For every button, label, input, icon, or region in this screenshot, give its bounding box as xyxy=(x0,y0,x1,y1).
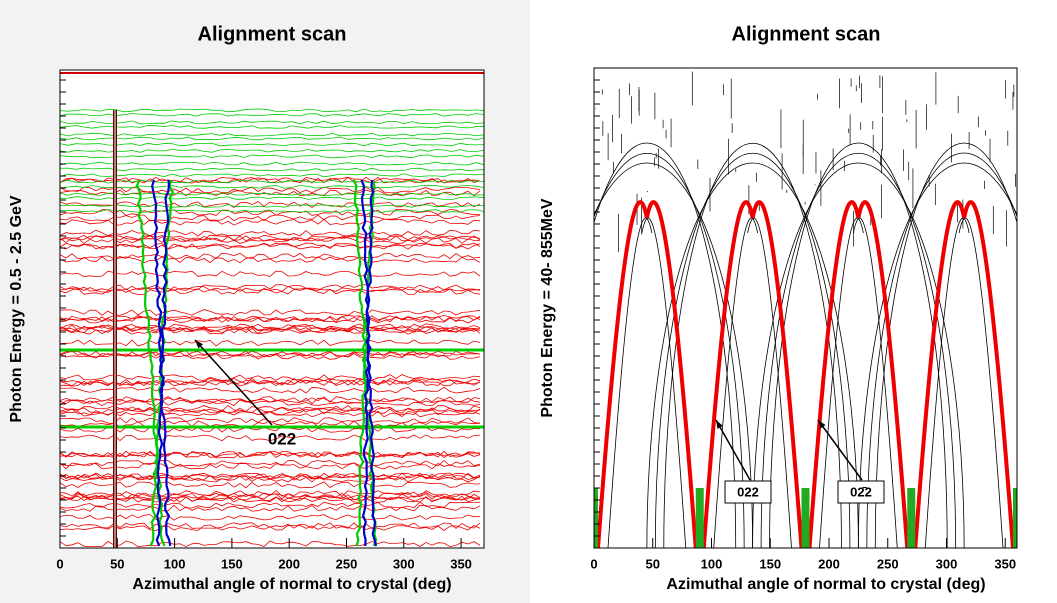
chart-panel: 0 50 100 150 200 250 300 350 Alignment scan Azimu… xyxy=(8,23,484,593)
x-tick-label: 300 xyxy=(393,556,415,571)
chart-title: Alignment scan xyxy=(732,23,881,45)
x-tick-label: 250 xyxy=(877,556,899,571)
chart-panel: 0 50 100 150 200 250 300 350 Alignment scan Azimu… xyxy=(536,23,1057,593)
contour-blob xyxy=(696,488,704,548)
figure: 0 50 100 150 200 250 300 350 Alignment scan Azimu… xyxy=(0,0,1057,603)
y-axis-label: Photon Energy = 40- 855MeV xyxy=(539,198,556,418)
x-tick-label: 0 xyxy=(56,556,63,571)
x-tick-label: 250 xyxy=(336,556,358,571)
x-tick-label: 350 xyxy=(450,556,472,571)
x-axis-label: Azimuthal angle of normal to crystal (de… xyxy=(666,576,985,593)
contour-blob xyxy=(907,488,915,548)
x-tick-label: 100 xyxy=(701,556,723,571)
x-tick-label: 200 xyxy=(278,556,300,571)
annotation: 022 xyxy=(737,484,759,499)
x-tick-label: 200 xyxy=(818,556,840,571)
x-tick-label: 50 xyxy=(110,556,124,571)
y-axis-label: Photon Energy = 0.5 - 2.5 GeV xyxy=(8,195,25,423)
x-tick-label: 0 xyxy=(590,556,597,571)
plot-area xyxy=(594,68,1017,548)
chart-title: Alignment scan xyxy=(198,23,347,45)
x-tick-label: 150 xyxy=(221,556,243,571)
x-axis-label: Azimuthal angle of normal to crystal (de… xyxy=(132,576,451,593)
contour-blob xyxy=(802,488,810,548)
x-tick-label: 100 xyxy=(164,556,186,571)
x-tick-label: 50 xyxy=(646,556,660,571)
annotation: 022 xyxy=(268,429,296,448)
annotation: 02̄2 xyxy=(850,484,872,499)
x-tick-label: 350 xyxy=(994,556,1016,571)
x-tick-label: 300 xyxy=(936,556,958,571)
x-tick-label: 150 xyxy=(759,556,781,571)
